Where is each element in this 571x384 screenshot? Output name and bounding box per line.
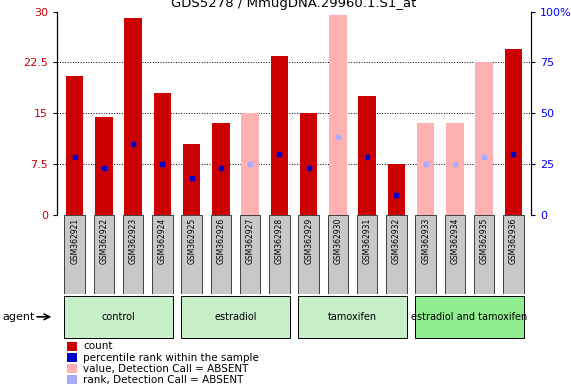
Bar	[271, 56, 288, 215]
Text: GSM362923: GSM362923	[128, 217, 138, 264]
Text: agent: agent	[3, 312, 35, 322]
Bar	[182, 296, 289, 338]
Text: tamoxifen: tamoxifen	[328, 312, 377, 322]
Text: control: control	[102, 312, 135, 322]
Bar	[416, 296, 524, 338]
Bar	[67, 364, 77, 373]
Text: rank, Detection Call = ABSENT: rank, Detection Call = ABSENT	[83, 374, 244, 384]
Text: value, Detection Call = ABSENT: value, Detection Call = ABSENT	[83, 364, 248, 374]
Bar	[503, 215, 524, 294]
Bar	[476, 62, 493, 215]
Text: GSM362933: GSM362933	[421, 217, 430, 264]
Bar	[505, 49, 522, 215]
Bar	[445, 215, 465, 294]
Bar	[416, 215, 436, 294]
Text: GSM362931: GSM362931	[363, 217, 372, 264]
Bar	[386, 215, 407, 294]
Bar	[65, 215, 85, 294]
Text: GSM362922: GSM362922	[99, 217, 108, 263]
Bar	[124, 18, 142, 215]
Bar	[123, 215, 143, 294]
Bar	[154, 93, 171, 215]
Bar	[182, 215, 202, 294]
Text: GSM362929: GSM362929	[304, 217, 313, 264]
Text: percentile rank within the sample: percentile rank within the sample	[83, 353, 259, 362]
Bar	[240, 215, 260, 294]
Bar	[359, 96, 376, 215]
Text: estradiol: estradiol	[214, 312, 257, 322]
Bar	[300, 113, 317, 215]
Bar	[357, 215, 377, 294]
Title: GDS5278 / MmugDNA.29960.1.S1_at: GDS5278 / MmugDNA.29960.1.S1_at	[171, 0, 417, 10]
Bar	[388, 164, 405, 215]
Text: GSM362926: GSM362926	[216, 217, 226, 264]
Bar	[299, 215, 319, 294]
Bar	[66, 76, 83, 215]
Bar	[65, 296, 172, 338]
Text: GSM362925: GSM362925	[187, 217, 196, 264]
Bar	[329, 15, 347, 215]
Bar	[152, 215, 172, 294]
Text: GSM362932: GSM362932	[392, 217, 401, 264]
Bar	[474, 215, 494, 294]
Bar	[95, 117, 112, 215]
Text: GSM362921: GSM362921	[70, 217, 79, 263]
Bar	[211, 215, 231, 294]
Bar	[67, 353, 77, 362]
Text: GSM362927: GSM362927	[246, 217, 255, 264]
Bar	[417, 124, 435, 215]
Bar	[67, 375, 77, 384]
Text: GSM362924: GSM362924	[158, 217, 167, 264]
Text: GSM362934: GSM362934	[451, 217, 460, 264]
Text: GSM362935: GSM362935	[480, 217, 489, 264]
Text: estradiol and tamoxifen: estradiol and tamoxifen	[412, 312, 528, 322]
Bar	[242, 113, 259, 215]
Text: GSM362936: GSM362936	[509, 217, 518, 264]
Text: GSM362928: GSM362928	[275, 217, 284, 263]
Bar	[446, 124, 464, 215]
Bar	[269, 215, 289, 294]
Text: count: count	[83, 341, 112, 351]
Bar	[94, 215, 114, 294]
Bar	[299, 296, 407, 338]
Bar	[67, 342, 77, 351]
Bar	[212, 124, 230, 215]
Text: GSM362930: GSM362930	[333, 217, 343, 264]
Bar	[183, 144, 200, 215]
Bar	[328, 215, 348, 294]
